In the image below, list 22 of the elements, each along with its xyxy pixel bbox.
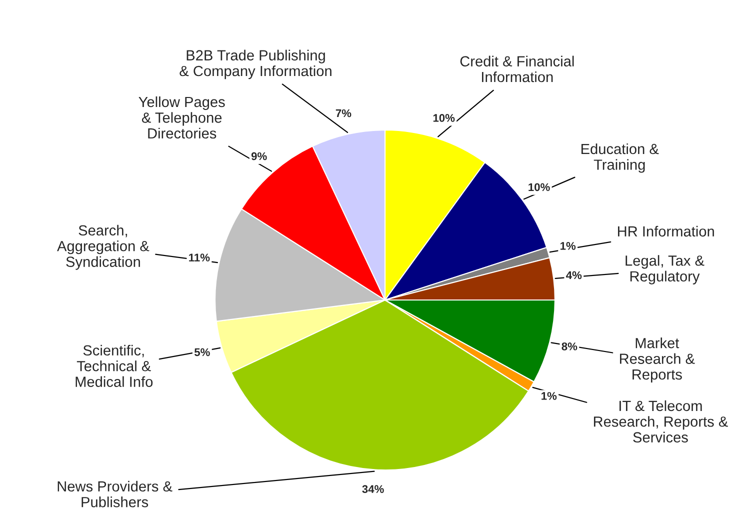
slice-label: Legal, Tax & Regulatory xyxy=(626,255,704,284)
slice-label: Yellow Pages & Telephone Directories xyxy=(138,96,225,139)
slice-label: Market Research & Reports xyxy=(620,338,695,383)
data-label: 34% xyxy=(362,485,384,494)
data-label: 4% xyxy=(566,271,582,280)
slice-label: B2B Trade Publishing & Company Information xyxy=(180,50,332,80)
data-label: 9% xyxy=(251,152,267,160)
slice-label: News Providers & Publishers xyxy=(58,480,172,508)
slice-label: Search, Aggregation & Syndication xyxy=(57,224,150,270)
data-label: 5% xyxy=(194,348,210,356)
slice-label: Education & Training xyxy=(581,143,659,173)
data-label: 11% xyxy=(189,254,210,262)
slice-label: Scientific, Technical & Medical Info xyxy=(76,344,153,387)
data-label: 1% xyxy=(560,242,576,250)
data-label: 1% xyxy=(542,392,557,400)
data-label: 8% xyxy=(562,342,578,350)
data-label: 10% xyxy=(433,114,455,122)
slice-label: IT & Telecom Research, Reports & Services xyxy=(594,400,728,443)
slice-label: Credit & Financial Information xyxy=(460,56,574,82)
slice-label: HR Information xyxy=(618,226,714,237)
data-label: 10% xyxy=(528,183,550,192)
data-label: 7% xyxy=(336,109,352,118)
